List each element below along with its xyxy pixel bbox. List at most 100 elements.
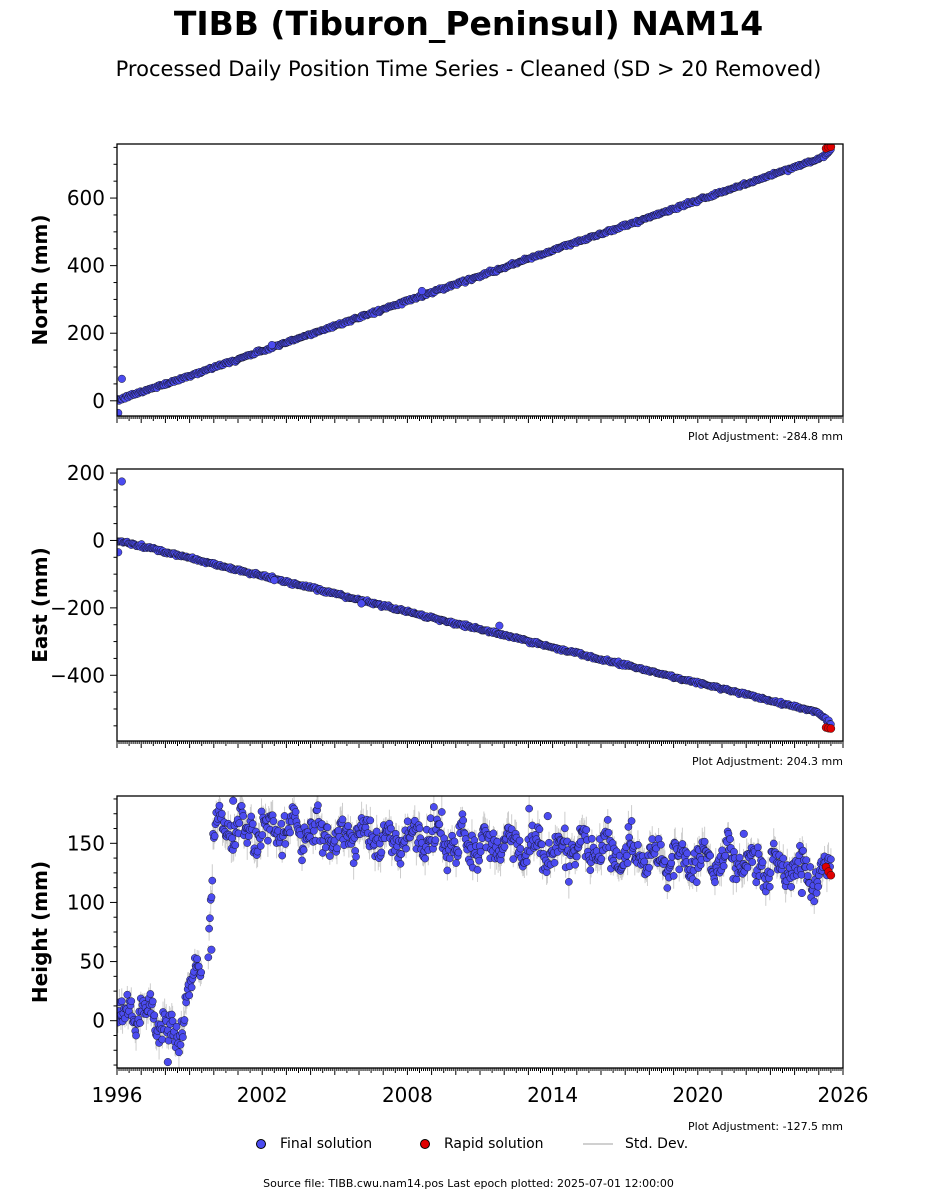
north-plot-adjustment: Plot Adjustment: -284.8 mm xyxy=(688,430,843,443)
final-point xyxy=(459,816,468,825)
final-point xyxy=(258,831,267,839)
final-point xyxy=(206,914,214,923)
final-point xyxy=(476,847,485,856)
figure-subtitle: Processed Daily Position Time Series - C… xyxy=(115,57,822,81)
final-point xyxy=(323,823,332,832)
final-point xyxy=(338,815,347,824)
final-point xyxy=(158,1035,167,1044)
final-point xyxy=(445,854,454,863)
final-point xyxy=(243,839,252,847)
final-point xyxy=(349,859,358,868)
final-point xyxy=(443,866,452,875)
final-point xyxy=(172,1022,181,1031)
east-rapid-points xyxy=(821,723,836,733)
final-point xyxy=(489,829,498,838)
final-point xyxy=(299,846,308,854)
final-point xyxy=(247,812,256,821)
final-point xyxy=(269,817,278,826)
final-point xyxy=(208,876,217,885)
final-point xyxy=(403,817,412,826)
final-point xyxy=(366,816,375,825)
final-point xyxy=(179,1033,187,1042)
final-point xyxy=(397,850,406,858)
final-point xyxy=(500,842,509,851)
final-point xyxy=(452,859,460,867)
final-point xyxy=(248,820,257,828)
final-point xyxy=(237,802,246,810)
final-point xyxy=(475,856,483,865)
final-point xyxy=(123,990,132,999)
y-tick-label: 600 xyxy=(67,186,105,210)
final-outlier-point xyxy=(117,408,123,416)
final-point xyxy=(298,856,306,865)
final-outlier-point xyxy=(117,374,126,383)
y-tick-label: 200 xyxy=(67,461,105,485)
north-y-label: North (mm) xyxy=(28,214,52,345)
final-point xyxy=(148,997,157,1006)
y-tick-label: 0 xyxy=(92,389,105,413)
final-point xyxy=(205,924,213,933)
final-point xyxy=(281,840,290,848)
final-point xyxy=(430,803,438,811)
north-panel: 0 200 400 600 North (mm) Plot Adjustment: -28… xyxy=(28,143,844,443)
final-point xyxy=(396,859,405,868)
final-point xyxy=(421,854,429,863)
final-point xyxy=(264,836,272,845)
final-point xyxy=(277,819,286,828)
final-point xyxy=(450,837,459,846)
east-x-ticks xyxy=(116,741,844,748)
final-point xyxy=(402,844,410,853)
final-point xyxy=(185,991,194,1000)
height-plot-area xyxy=(117,796,836,1068)
final-point xyxy=(168,1017,177,1025)
final-point xyxy=(215,801,224,810)
final-point xyxy=(136,1019,144,1027)
final-point xyxy=(437,808,446,816)
east-panel: −400 −200 0 200 East (mm) Plot Adjustment: 20… xyxy=(28,461,844,768)
final-point xyxy=(426,814,435,822)
final-point xyxy=(117,997,126,1006)
final-point xyxy=(435,820,444,829)
north-final-points xyxy=(117,145,835,416)
y-tick-label: 400 xyxy=(67,254,105,278)
final-point xyxy=(509,855,518,863)
final-point xyxy=(278,851,286,860)
final-point xyxy=(415,824,424,833)
final-point xyxy=(231,841,240,849)
final-point xyxy=(167,1010,176,1019)
final-outlier-point xyxy=(495,621,504,630)
final-point xyxy=(454,848,463,857)
final-point xyxy=(217,809,226,818)
final-point xyxy=(175,1048,183,1057)
east-plot-adjustment: Plot Adjustment: 204.3 mm xyxy=(692,755,843,768)
final-point xyxy=(256,842,265,850)
y-tick-label: 200 xyxy=(67,321,105,345)
final-point xyxy=(291,808,300,816)
final-outlier-point xyxy=(267,341,276,350)
north-plot-area xyxy=(117,144,836,416)
final-point xyxy=(244,832,253,840)
east-y-ticks xyxy=(110,472,117,727)
final-point xyxy=(127,997,136,1006)
final-point xyxy=(132,1031,140,1040)
final-point xyxy=(204,953,213,962)
north-y-ticks xyxy=(110,146,117,402)
east-final-points xyxy=(117,477,835,729)
final-point xyxy=(334,826,343,835)
height-panel: 1996 2002 2008 2014 2020 2026050100150Height … xyxy=(28,795,868,1133)
final-point xyxy=(239,812,248,820)
east-plot-area xyxy=(117,477,836,733)
east-y-label: East (mm) xyxy=(28,547,52,663)
rapid-point xyxy=(826,724,836,733)
final-point xyxy=(235,819,244,827)
final-point xyxy=(473,866,482,874)
north-x-ticks xyxy=(116,416,844,423)
final-point xyxy=(314,801,322,810)
y-tick-label: 0 xyxy=(92,528,105,552)
final-point xyxy=(372,827,381,836)
rapid-point xyxy=(826,144,836,151)
final-point xyxy=(352,852,360,861)
figure-title: TIBB (Tiburon_Peninsul) NAM14 xyxy=(173,4,764,43)
final-outlier-point xyxy=(270,576,279,585)
final-point xyxy=(193,955,202,963)
